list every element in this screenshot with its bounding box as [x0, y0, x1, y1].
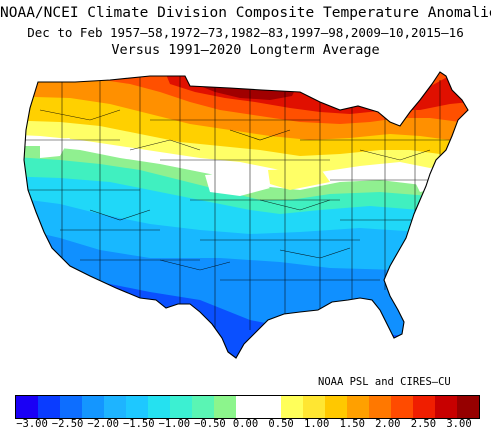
division-lines-irregular: [39, 109, 431, 271]
colorbar-swatch: [390, 396, 413, 418]
map-title: NOAA/NCEI Climate Division Composite Tem…: [0, 5, 491, 21]
colorbar-swatch: [280, 396, 303, 418]
map-subtitle-baseline: Versus 1991–2020 Longterm Average: [111, 42, 380, 58]
colorbar-tick-label: 2.50: [410, 418, 437, 430]
colorbar-tick-label: −0.50: [194, 418, 226, 430]
colorbar-tick-label: 1.00: [304, 418, 330, 430]
colorbar-swatch: [456, 396, 479, 418]
colorbar-tick-label: −2.50: [51, 418, 84, 430]
colorbar-swatch: [60, 396, 83, 418]
colorbar-swatch: [148, 396, 171, 418]
colorbar-tick-label: 0.50: [268, 418, 294, 430]
division-boundaries: [24, 76, 460, 330]
colorbar-tick-label: 2.00: [375, 418, 401, 430]
colorbar-tick-label: −1.00: [158, 418, 191, 430]
colorbar-swatch: [126, 396, 149, 418]
colorbar-swatch: [258, 396, 281, 418]
colorbar-swatch: [16, 396, 39, 418]
colorbar-swatch: [412, 396, 435, 418]
colorbar-swatch: [38, 396, 61, 418]
us-outline: [23, 71, 469, 359]
colorbar-swatch: [170, 396, 193, 418]
colorbar-tick-label: −2.00: [87, 418, 119, 430]
colorbar-swatch: [104, 396, 127, 418]
colorbar-swatch: [236, 396, 259, 418]
colorbar-tick-label: −3.00: [16, 418, 48, 430]
colorbar-tick-label: 1.50: [339, 418, 365, 430]
band-patch-yellow-midwest: [268, 168, 330, 190]
colorbar-swatch: [324, 396, 347, 418]
band-patch-white-nw: [40, 138, 70, 158]
colorbar-swatch: [302, 396, 325, 418]
division-lines-vertical: [61, 76, 441, 330]
colorbar-swatch: [82, 396, 105, 418]
colorbar-swatch: [346, 396, 369, 418]
colorbar: [15, 395, 480, 419]
colorbar-tick-label: 3.00: [446, 418, 472, 430]
colorbar-tick-label: −1.50: [122, 418, 155, 430]
colorbar-swatch: [214, 396, 237, 418]
colorbar-swatch: [192, 396, 215, 418]
colorbar-ticks: −3.00 −2.50 −2.00 −1.50 −1.00 −0.50 0.00 0.50 1.…: [0, 418, 491, 438]
band-patch-white-plains: [205, 172, 270, 196]
colorbar-tick-label: 0.00: [232, 418, 259, 430]
map-subtitle-years: Dec to Feb 1957–58,1972–73,1982–83,1997–…: [27, 25, 464, 40]
map-credit: NOAA PSL and CIRES–CU: [318, 376, 451, 388]
colorbar-swatch: [434, 396, 457, 418]
colorbar-swatch: [368, 396, 391, 418]
